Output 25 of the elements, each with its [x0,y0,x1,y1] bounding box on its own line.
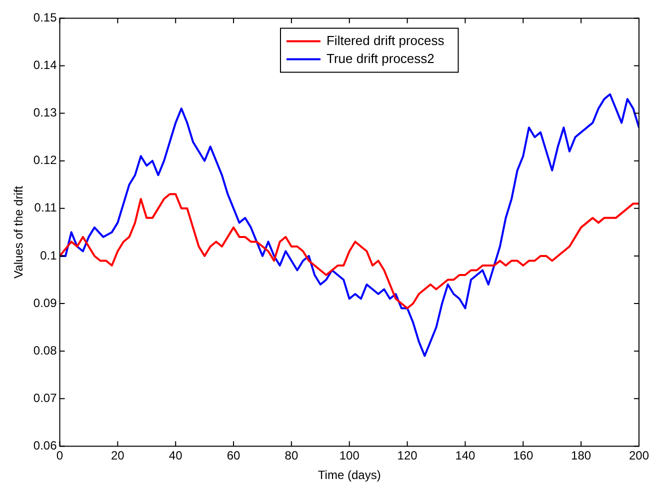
y-tick-label: 0.11 [34,200,58,215]
y-tick-label: 0.12 [33,153,58,168]
x-tick-label: 120 [397,448,418,463]
y-tick-label: 0.09 [33,296,58,310]
y-tick-label: 0.07 [33,390,58,405]
x-tick-label: 0 [56,448,64,463]
x-axis-title: Time (days) [318,468,381,482]
x-tick-label: 60 [226,448,241,463]
x-tick-label: 40 [168,448,183,463]
x-tick-label: 100 [339,448,360,463]
y-axis-title: Values of the drift [12,185,26,278]
y-tick-label: 0.13 [33,106,58,120]
x-tick-label: 200 [628,448,650,463]
legend-label: Filtered drift process [326,32,445,48]
y-tick-label: 0.1 [40,248,58,262]
x-tick-label: 80 [284,448,298,463]
legend-label: True drift process2 [326,50,434,66]
x-tick-label: 180 [571,448,592,463]
x-tick-label: 160 [513,448,534,463]
y-tick-label: 0.15 [33,10,58,25]
y-tick-label: 0.14 [33,58,58,72]
x-tick-label: 20 [111,448,125,463]
y-tick-label: 0.06 [33,438,58,453]
x-tick-label: 140 [455,448,476,463]
y-tick-label: 0.08 [33,343,58,358]
